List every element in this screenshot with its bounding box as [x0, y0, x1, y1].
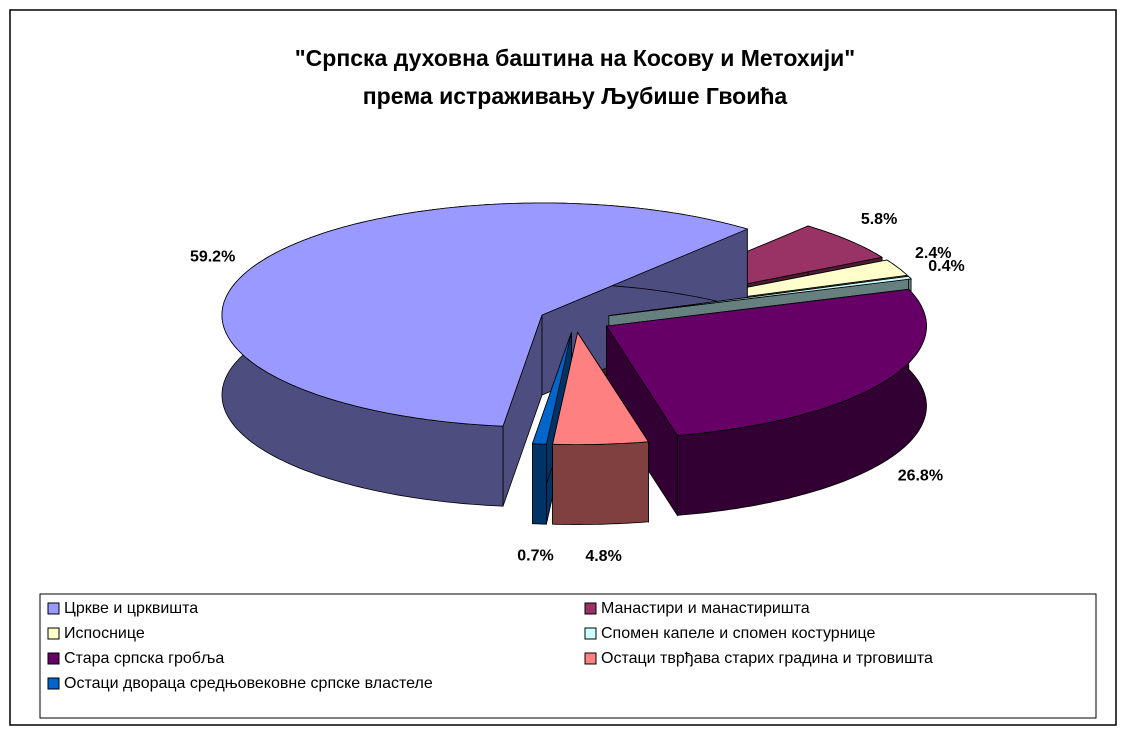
- slice: [552, 331, 650, 446]
- chart-title: "Српска духовна баштина на Косову и Мето…: [295, 45, 855, 71]
- data-label: 0.7%: [517, 547, 553, 564]
- legend-swatch: [584, 627, 597, 640]
- legend-frame: [39, 593, 1097, 719]
- slice: [531, 332, 572, 445]
- slice: [221, 202, 749, 427]
- legend-label: Спомен капеле и спомен костурнице: [601, 625, 875, 642]
- data-label: 26.8%: [898, 467, 943, 484]
- legend-swatch: [47, 652, 60, 665]
- data-label: 2.4%: [915, 245, 951, 262]
- legend-label: Испоснице: [64, 625, 145, 642]
- legend-swatch: [584, 602, 597, 615]
- data-label: 5.8%: [861, 211, 897, 228]
- data-label: 0.4%: [928, 258, 964, 275]
- slice-wall: [552, 441, 649, 525]
- slice: [605, 288, 927, 436]
- slice: [608, 275, 912, 317]
- legend-label: Цркве и црквишта: [64, 600, 198, 617]
- legend-swatch: [47, 602, 60, 615]
- legend-swatch: [47, 627, 60, 640]
- legend-label: Остаци двораца средњовековне српске влас…: [64, 675, 433, 692]
- pie: 59.2% 5.8% 2.4%0.4% 26.8% 4.8% 0.7%: [190, 202, 965, 565]
- slice-wall: [532, 443, 547, 525]
- legend-label: Манастири и манастиришта: [601, 600, 810, 617]
- data-label: 4.8%: [585, 548, 621, 565]
- legend: Цркве и црквишта Манастири и манастиришта…: [47, 600, 933, 692]
- legend-swatch: [584, 652, 597, 665]
- legend-swatch: [47, 677, 60, 690]
- chart-title: према истраживању Љубише Гвоића: [363, 83, 788, 109]
- legend-label: Стара српска гробља: [64, 650, 224, 667]
- data-label: 59.2%: [190, 249, 235, 266]
- legend-label: Остаци тврђава старих градина и трговишт…: [601, 650, 933, 667]
